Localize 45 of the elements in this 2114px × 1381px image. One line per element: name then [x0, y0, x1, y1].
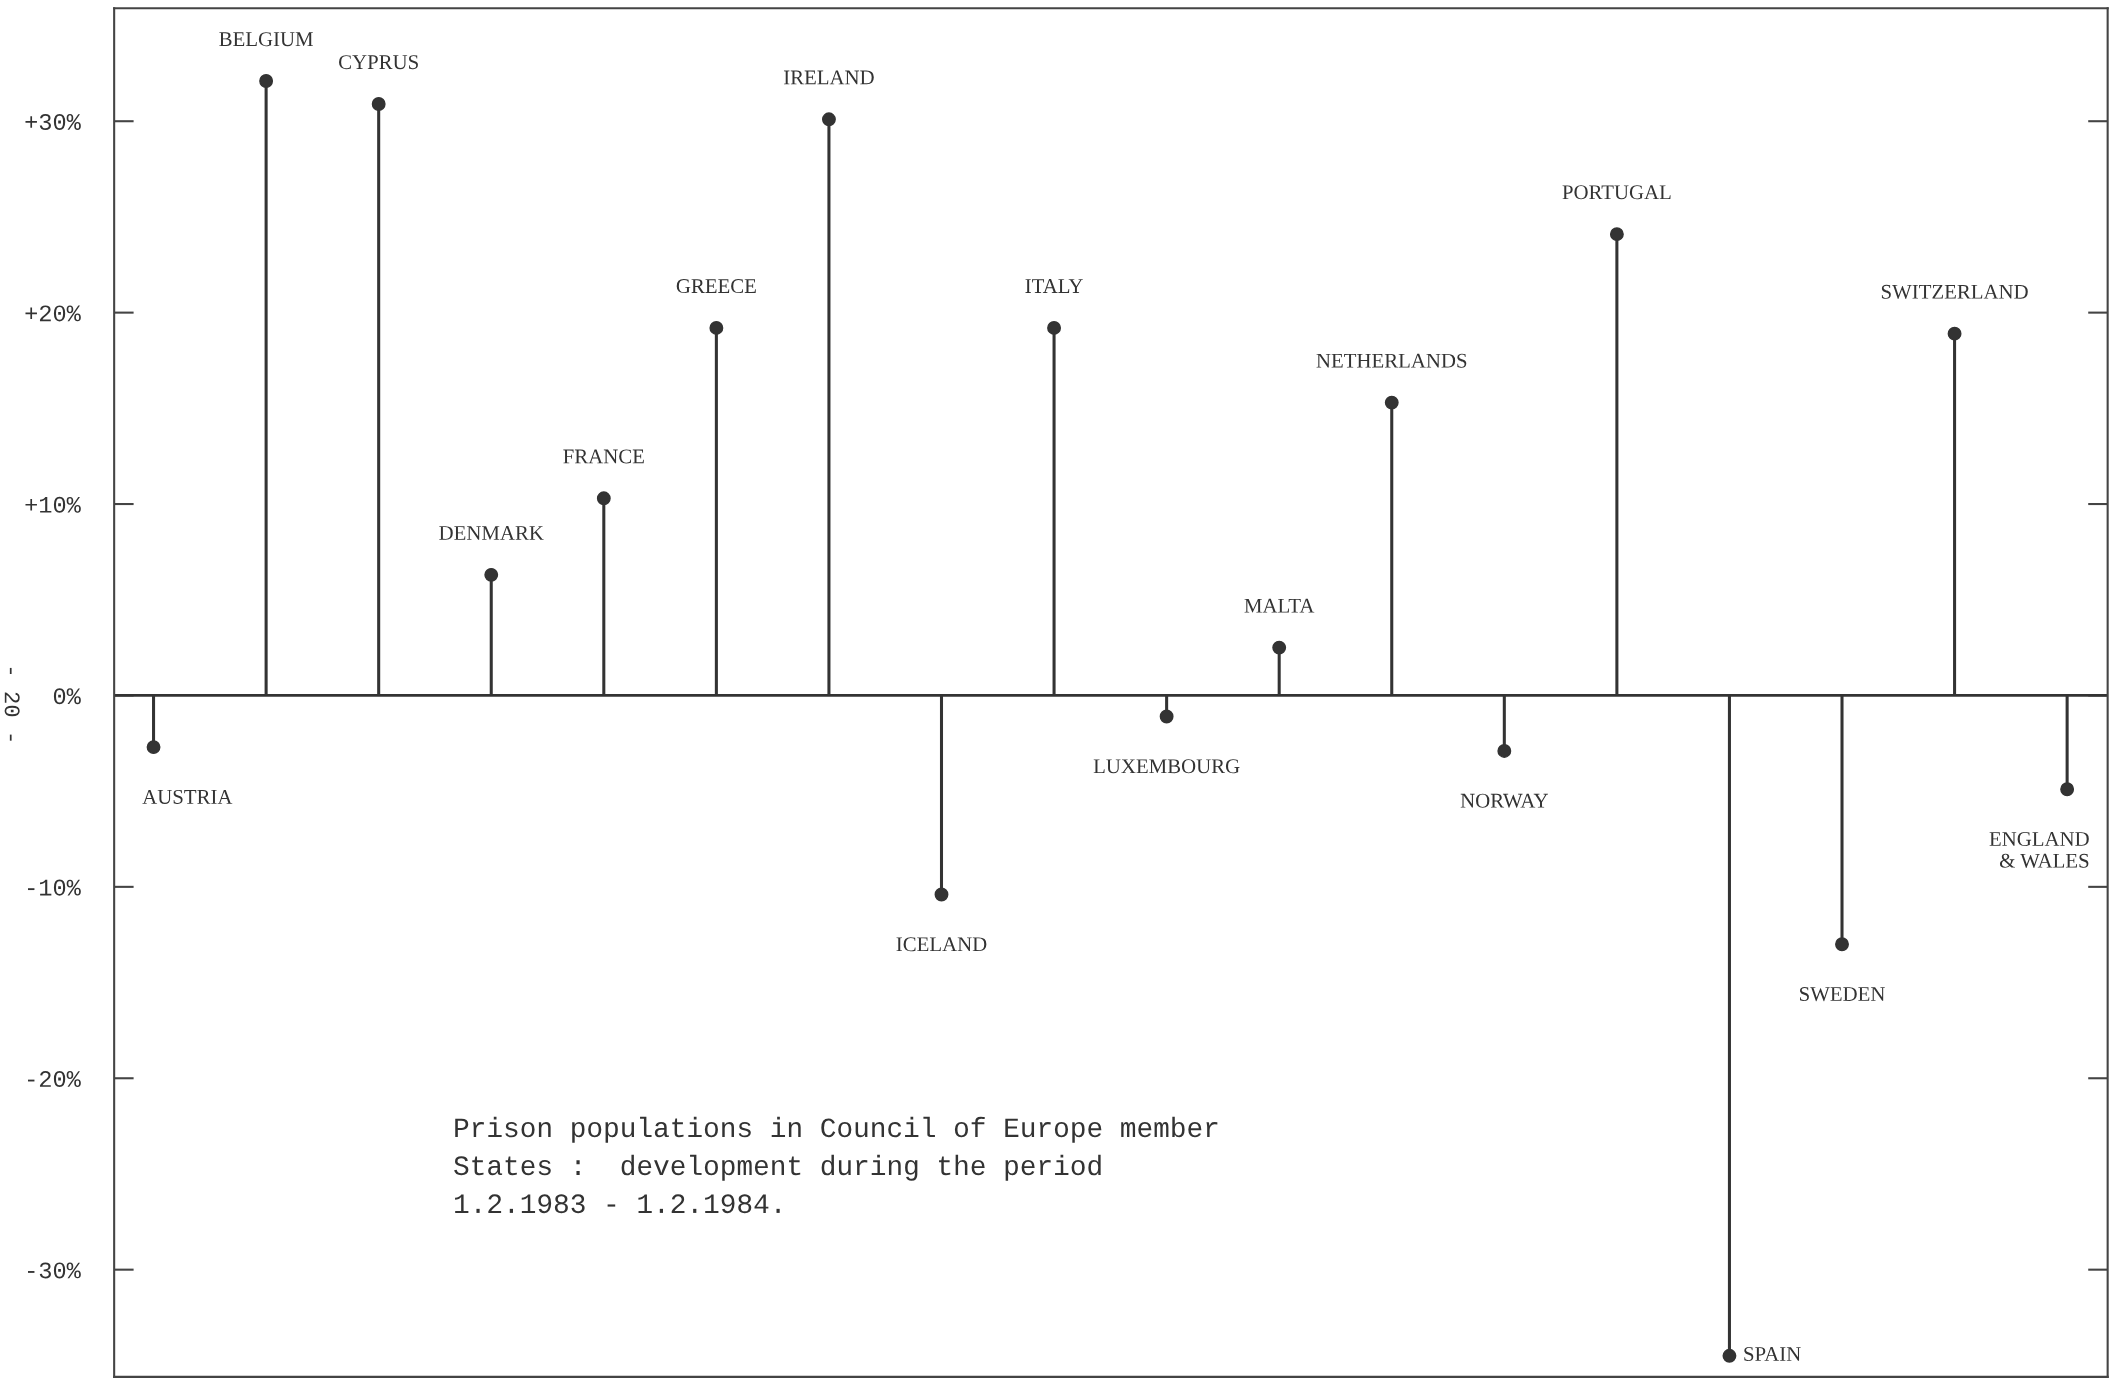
x-tick-label: LUXEMBOURG [1093, 759, 1240, 774]
x-tick-label: GREECE [676, 279, 756, 294]
point [1047, 320, 1062, 335]
point [1609, 227, 1624, 242]
x-tick-label: AUSTRIA [142, 789, 233, 804]
point [259, 74, 274, 88]
point [1722, 1348, 1737, 1363]
text: - 20 - [4, 667, 20, 741]
x-tick-label: CYPRUS [339, 55, 418, 70]
y-tick-label: -20% [27, 1071, 81, 1088]
point [371, 97, 386, 111]
y-tick-label: -10% [27, 879, 81, 896]
y-tick-label: +20% [25, 305, 81, 322]
x-tick-label: MALTA [1244, 598, 1315, 613]
x-tick-label: ICELAND [896, 937, 987, 952]
point [1272, 640, 1287, 655]
point [821, 112, 836, 127]
y-tick-label: +10% [25, 496, 81, 513]
x-tick-label: SWITZERLAND [1881, 284, 2028, 299]
x-tick-label: BELGIUM [219, 32, 313, 47]
x-tick-label: ITALY [1025, 279, 1083, 293]
x-tick-label: SPAIN [1744, 1347, 1801, 1362]
point [934, 887, 949, 902]
point [484, 567, 499, 582]
annotation: Prison populations in Council of Europe member States : development during the period 1.2.1983 - 1.2.1984. [454, 1116, 1218, 1214]
point [1159, 709, 1174, 724]
x-tick-label: SWEDEN [1800, 987, 1885, 1002]
x-tick-label: NETHERLANDS [1316, 353, 1467, 368]
y-tick-label: +30% [25, 113, 81, 130]
point [1384, 395, 1399, 410]
point [146, 740, 161, 755]
x-tick-label: PORTUGAL [1562, 185, 1671, 200]
point [596, 491, 611, 506]
x-tick-label: FRANCE [563, 449, 644, 464]
point [1497, 744, 1512, 758]
x-tick-label: ENGLAND & WALES [1989, 832, 2089, 868]
y-tick-label: 0% [53, 688, 81, 705]
x-tick-label: IRELAND [783, 70, 874, 85]
point [709, 320, 724, 335]
point [2060, 782, 2075, 797]
point [1947, 326, 1962, 341]
x-tick-label: DENMARK [439, 526, 544, 540]
y-tick-label: -30% [27, 1262, 81, 1279]
point [1835, 937, 1849, 952]
x-tick-label: NORWAY [1460, 793, 1548, 808]
